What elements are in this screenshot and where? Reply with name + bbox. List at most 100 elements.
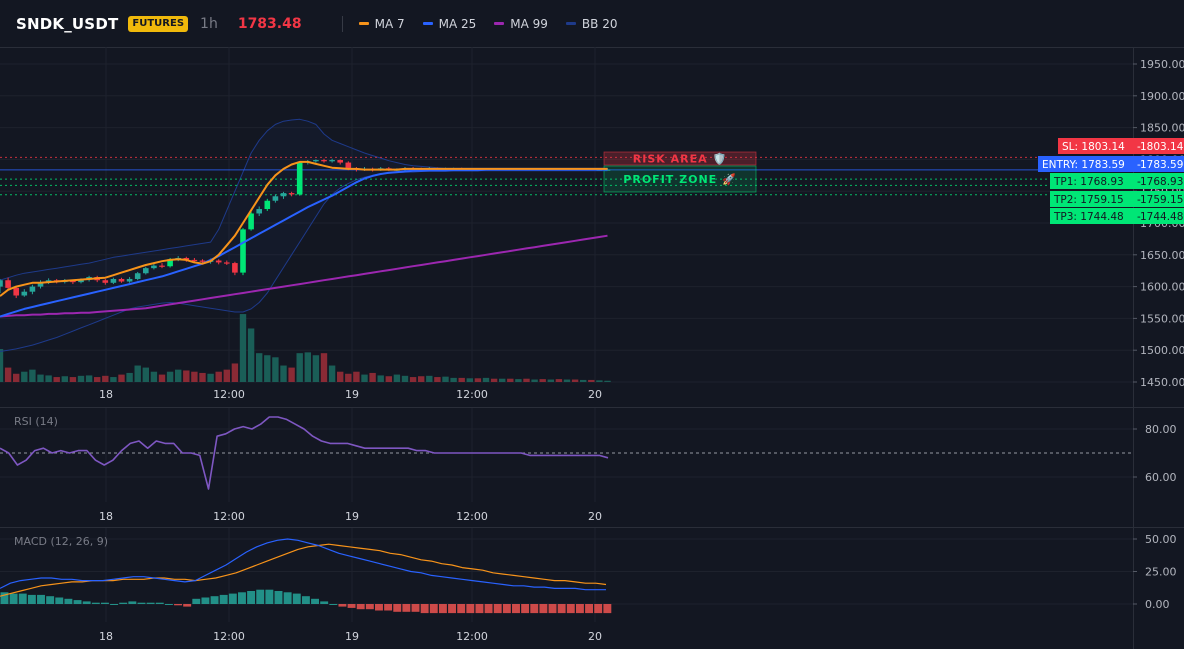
symbol-name[interactable]: SNDK_USDT (16, 14, 119, 33)
macd-histogram-bar (338, 604, 347, 607)
time-axis-label: 20 (588, 388, 602, 401)
macd-title: MACD (12, 26, 9) (14, 535, 108, 548)
macd-histogram-bar (137, 602, 146, 604)
macd-histogram-bar (9, 593, 18, 604)
volume-bar (490, 378, 498, 382)
volume-bar (507, 378, 514, 382)
panel-separator (0, 407, 1184, 408)
time-axis-label: 19 (345, 388, 359, 401)
candle-body (288, 193, 295, 195)
volume-bar (85, 375, 93, 382)
volume-bar (264, 355, 271, 382)
time-axis-label: 18 (99, 630, 113, 643)
candle-body (199, 260, 206, 262)
profit-zone (603, 165, 757, 193)
macd-histogram-bar (347, 604, 356, 608)
macd-histogram-bar (37, 594, 45, 604)
volume-bar (539, 379, 546, 382)
macd-histogram-bar (210, 596, 219, 604)
profit-zone-label: PROFIT ZONE 🚀 (623, 173, 736, 186)
legend-item[interactable]: MA 7 (358, 17, 405, 31)
macd-histogram-bar (100, 602, 109, 604)
macd-histogram-bar (420, 604, 429, 614)
candle-body (337, 160, 343, 163)
macd-signal-line (0, 543, 607, 597)
macd-histogram-bar (320, 601, 329, 604)
candle-body (329, 160, 335, 162)
volume-bar (158, 374, 166, 382)
volume-bar (563, 379, 571, 382)
candle-body (110, 278, 117, 283)
macd-histogram-bar (174, 604, 182, 606)
level-dash: - (1137, 194, 1141, 206)
volume-bar (385, 376, 392, 382)
candle-body (224, 262, 230, 264)
legend-item[interactable]: MA 99 (494, 17, 548, 31)
macd-histogram-bar (155, 602, 164, 604)
volume-bar (418, 376, 425, 382)
macd-histogram-bar (292, 593, 301, 604)
volume-bar (207, 373, 214, 382)
macd-histogram-bar (55, 597, 64, 604)
volume-bar (320, 353, 328, 382)
volume-bar (555, 379, 563, 382)
level-dash: - (1137, 211, 1141, 223)
volume-bar (345, 373, 352, 382)
macd-histogram-bar (402, 604, 411, 612)
panel-separator (0, 47, 1184, 48)
volume-bar (337, 371, 344, 382)
candle-body (151, 265, 157, 269)
time-axis-label: 12:00 (456, 510, 488, 523)
candle-body (272, 196, 279, 201)
candle-body (21, 291, 28, 296)
level-axis-value: 1759.15 (1140, 194, 1183, 206)
bollinger-lower-line (0, 170, 608, 352)
volume-bar (588, 379, 595, 382)
time-axis-label: 12:00 (213, 630, 245, 643)
volume-bar (142, 367, 149, 382)
level-axis-value: 1768.93 (1140, 176, 1183, 188)
macd-histogram-bar (512, 604, 520, 614)
macd-histogram-bar (384, 604, 393, 611)
macd-histogram-bar (393, 604, 402, 612)
time-axis-label: 19 (345, 510, 359, 523)
macd-axis-label: 25.00 (1145, 566, 1177, 579)
candle-body (321, 160, 327, 162)
volume-bar (191, 371, 198, 382)
volume-bar (401, 375, 409, 382)
legend-item[interactable]: BB 20 (565, 16, 618, 31)
volume-bar (499, 378, 506, 382)
macd-histogram-bar (283, 592, 292, 604)
macd-histogram-bar (0, 592, 9, 604)
legend-label: MA 99 (510, 16, 548, 31)
level-label: SL: 1803.14 (1062, 141, 1125, 153)
candle-body (232, 263, 238, 273)
time-axis-label: 12:00 (456, 630, 488, 643)
volume-bar (231, 363, 239, 382)
volume-bar (604, 380, 611, 382)
indicator-legend: MA 7 MA 25 MA 99 BB 20 (358, 16, 618, 31)
legend-item[interactable]: MA 25 (422, 17, 476, 31)
candle-body (215, 260, 222, 263)
macd-histogram-bar (356, 604, 365, 610)
time-axis-label: 20 (588, 630, 602, 643)
macd-histogram-bar (73, 600, 82, 604)
macd-histogram-bar (566, 604, 575, 614)
macd-histogram-bar (457, 604, 466, 614)
candle-body (134, 273, 141, 279)
volume-bar (199, 372, 206, 382)
price-axis-label: 1850.00 (1140, 122, 1184, 135)
volume-bar (474, 378, 482, 382)
level-label-box (1050, 191, 1184, 207)
volume-bar (183, 370, 190, 382)
volume-bar (328, 365, 336, 382)
legend-label: BB 20 (581, 16, 618, 31)
legend-swatch (422, 22, 433, 25)
volume-bar (409, 377, 417, 382)
time-axis-label: 12:00 (213, 510, 245, 523)
interval-selector[interactable]: 1h (200, 15, 218, 32)
volume-bar (256, 353, 263, 382)
price-axis-border (1133, 47, 1134, 649)
macd-histogram-bar (18, 593, 27, 604)
